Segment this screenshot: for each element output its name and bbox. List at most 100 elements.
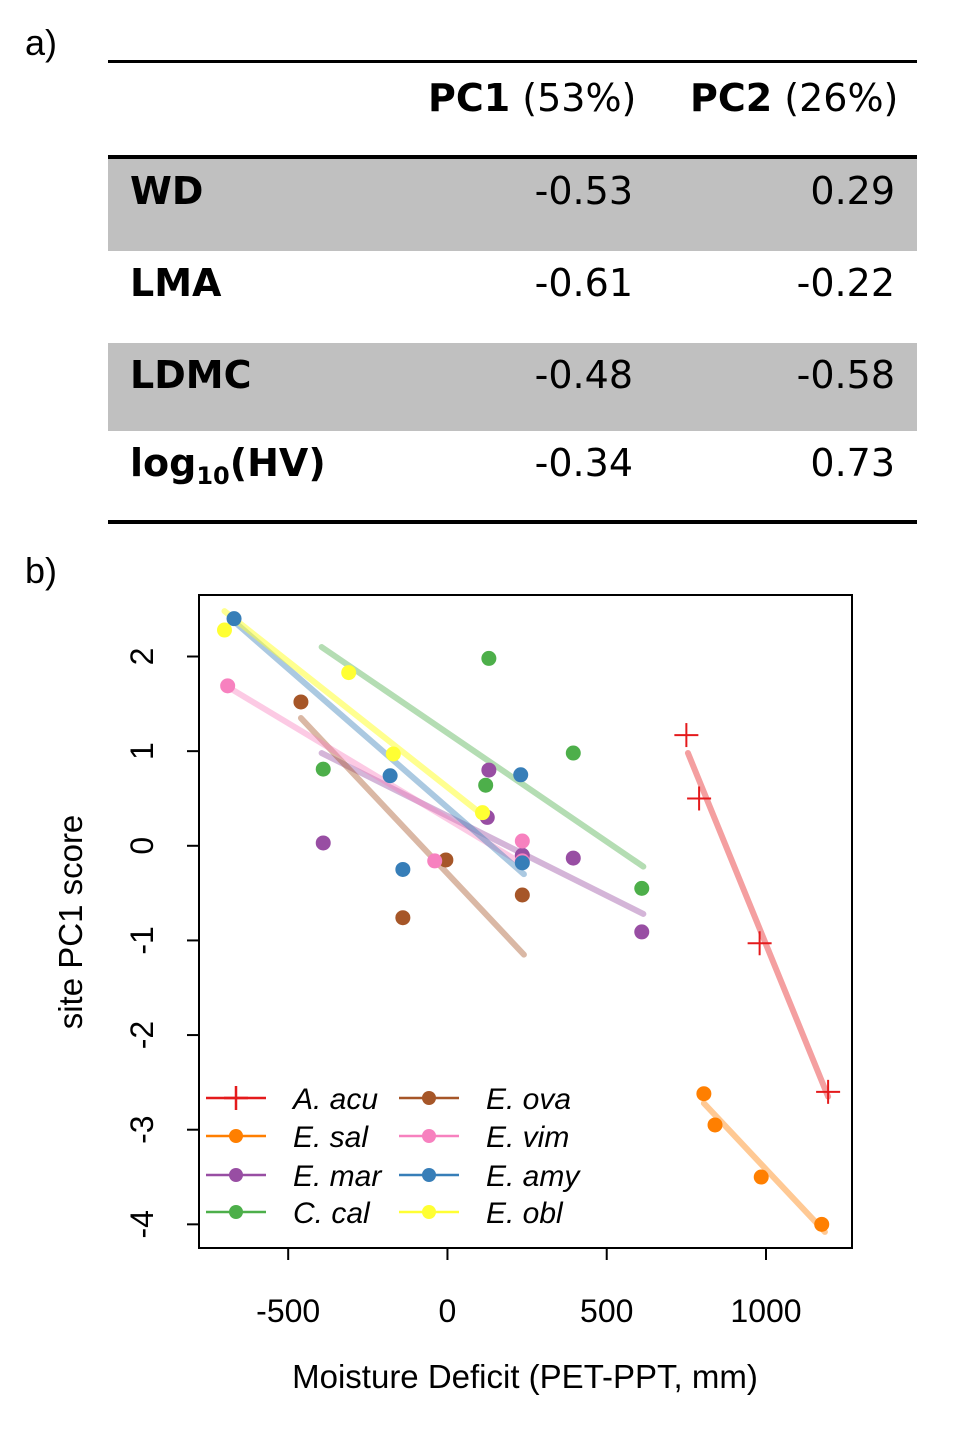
- legend-label: A. acu: [291, 1083, 378, 1116]
- row-name-log-hv: log10(HV): [130, 441, 326, 490]
- x-tick-label: 500: [580, 1293, 633, 1329]
- legend-item: E. vim: [399, 1121, 569, 1154]
- data-point: [438, 852, 454, 868]
- y-tick-label: 1: [124, 742, 160, 760]
- data-point: [707, 1117, 723, 1133]
- data-point: [395, 910, 411, 926]
- data-point: [315, 761, 331, 777]
- data-point: [382, 768, 398, 784]
- data-point: [481, 650, 497, 666]
- data-point: [315, 835, 331, 851]
- data-point: [293, 694, 309, 710]
- data-point: [474, 805, 490, 821]
- cell-pc2: -0.58: [796, 353, 895, 397]
- fit-line: [700, 1100, 828, 1235]
- data-point: [634, 924, 650, 940]
- fit-line: [318, 750, 647, 917]
- legend-marker: [422, 1091, 436, 1105]
- legend: A. acu E. sal E. mar C. cal E. ova E. vim E. a…: [206, 1083, 581, 1230]
- table-row: log10(HV) -0.34 0.73: [108, 431, 917, 523]
- legend-label: C. cal: [293, 1197, 371, 1230]
- data-point: [427, 853, 443, 869]
- data-point: [687, 786, 712, 811]
- x-tick-label: 0: [439, 1293, 457, 1329]
- header-pc2: PC2 (26%): [690, 76, 899, 120]
- data-point: [514, 887, 530, 903]
- table-row: LDMC -0.48 -0.58: [108, 343, 917, 431]
- data-point: [747, 931, 772, 956]
- cell-pc1: -0.34: [534, 441, 633, 485]
- cell-pc2: -0.22: [796, 261, 895, 305]
- fit-line: [227, 615, 527, 878]
- data-point: [216, 622, 232, 638]
- cell-pc1: -0.48: [534, 353, 633, 397]
- panel-label-b: b): [25, 550, 58, 591]
- cell-pc2: 0.29: [810, 169, 895, 213]
- data-point: [341, 665, 357, 681]
- y-tick-label: 0: [124, 837, 160, 855]
- y-axis-label: site PC1 score: [52, 815, 89, 1030]
- legend-marker: [422, 1168, 436, 1182]
- legend-marker: [229, 1129, 243, 1143]
- y-axis: -4 -3 -2 -1 0 1 2: [124, 648, 199, 1239]
- row-name-ldmc: LDMC: [130, 353, 252, 397]
- table-row: WD -0.53 0.29: [108, 159, 917, 251]
- panel-label-a: a): [25, 22, 58, 63]
- legend-label: E. sal: [293, 1121, 369, 1154]
- data-point: [514, 833, 530, 849]
- data-point: [814, 1216, 830, 1232]
- table-bottom-rule: [108, 520, 917, 524]
- legend-item: E. amy: [399, 1160, 581, 1193]
- row-name-wd: WD: [130, 169, 204, 213]
- data-point: [220, 678, 236, 694]
- data-points: [216, 611, 841, 1232]
- fit-lines: [221, 608, 832, 1235]
- header-rule: [108, 155, 917, 159]
- legend-label: E. ova: [486, 1083, 571, 1116]
- legend-item: C. cal: [206, 1197, 371, 1230]
- y-tick-label: -1: [124, 926, 160, 954]
- fit-line: [297, 715, 527, 958]
- x-axis: -500 0 500 1000: [256, 1247, 802, 1329]
- legend-item: E. sal: [206, 1121, 369, 1154]
- fit-line: [684, 750, 832, 1100]
- y-tick-label: -4: [124, 1210, 160, 1238]
- legend-item: E. mar: [206, 1160, 382, 1193]
- y-tick-label: 2: [124, 648, 160, 666]
- x-tick-label: 1000: [730, 1293, 801, 1329]
- table-top-rule: [108, 60, 917, 63]
- legend-label: E. vim: [486, 1121, 569, 1154]
- data-point: [565, 745, 581, 761]
- data-point: [514, 855, 530, 871]
- data-point: [385, 746, 401, 762]
- cell-pc1: -0.53: [534, 169, 633, 213]
- y-tick-label: -2: [124, 1021, 160, 1049]
- cell-pc2: 0.73: [810, 441, 895, 485]
- legend-label: E. amy: [486, 1160, 581, 1193]
- data-point: [481, 762, 497, 778]
- data-point: [696, 1086, 712, 1102]
- data-point: [634, 880, 650, 896]
- legend-item: E. obl: [399, 1197, 564, 1230]
- legend-label: E. mar: [293, 1160, 382, 1193]
- row-name-lma: LMA: [130, 261, 222, 305]
- header-pc1: PC1 (53%): [428, 76, 637, 120]
- legend-marker: [422, 1129, 436, 1143]
- fit-line: [318, 644, 647, 870]
- x-tick-label: -500: [256, 1293, 320, 1329]
- data-point: [226, 611, 242, 627]
- table-row: LMA -0.61 -0.22: [108, 251, 917, 343]
- y-tick-label: -3: [124, 1115, 160, 1143]
- legend-marker: [229, 1205, 243, 1219]
- data-point: [674, 723, 699, 748]
- data-point: [565, 850, 581, 866]
- legend-label: E. obl: [486, 1197, 564, 1230]
- legend-item: A. acu: [206, 1083, 378, 1116]
- data-point: [478, 777, 494, 793]
- fit-line: [221, 608, 489, 821]
- data-point: [753, 1169, 769, 1185]
- cell-pc1: -0.61: [534, 261, 633, 305]
- legend-marker: [422, 1205, 436, 1219]
- legend-item: E. ova: [399, 1083, 571, 1116]
